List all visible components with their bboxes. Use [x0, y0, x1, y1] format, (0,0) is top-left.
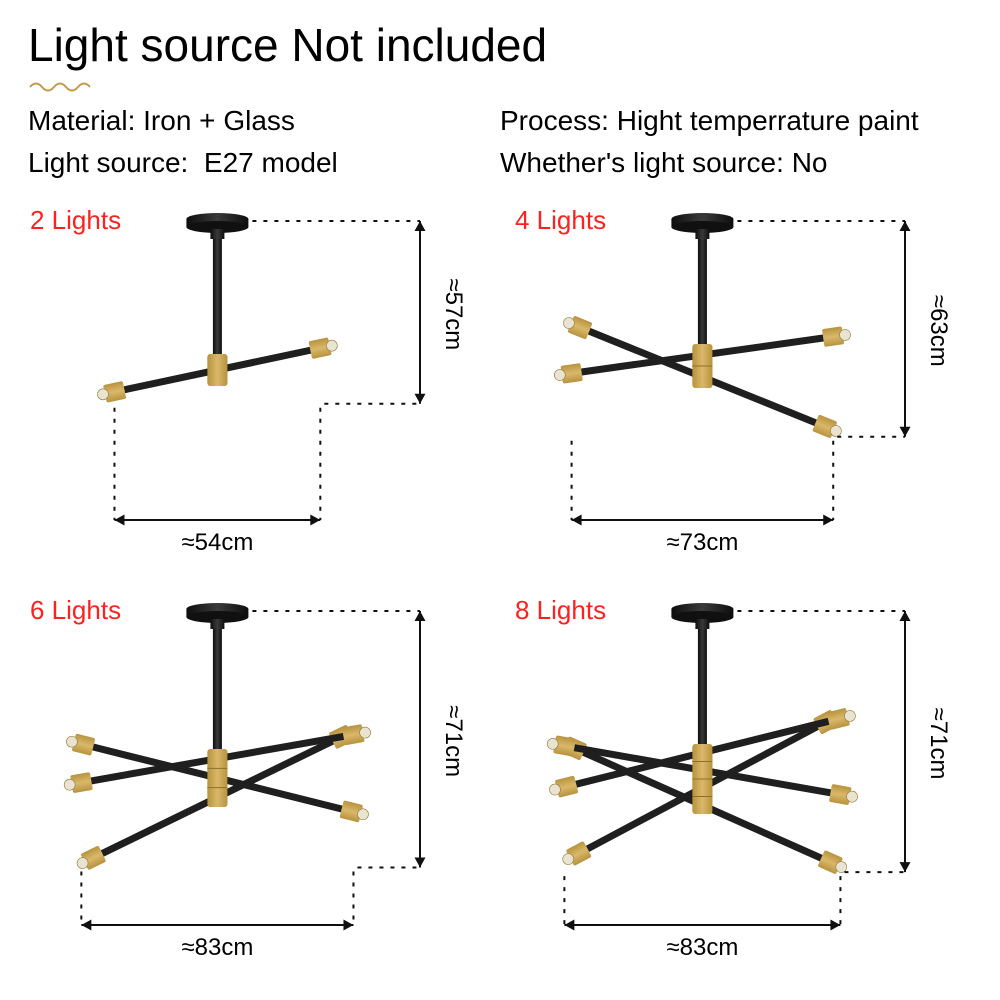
panel-6-lights: 6 Lights ≈71cm ≈83cm	[20, 585, 495, 980]
svg-text:≈73cm: ≈73cm	[666, 529, 738, 556]
spec-label: Light source:	[28, 147, 188, 178]
specs-col-right: Process: Hight temperrature paint Whethe…	[500, 100, 972, 184]
variant-label: 2 Lights	[30, 205, 121, 236]
spec-value: Iron + Glass	[143, 105, 295, 136]
panel-4-lights: 4 Lights ≈63cm ≈73cm	[505, 195, 980, 575]
variant-label: 6 Lights	[30, 595, 121, 626]
variant-label: 4 Lights	[515, 205, 606, 236]
svg-text:≈83cm: ≈83cm	[181, 934, 253, 961]
variant-figure: ≈71cm ≈83cm	[20, 585, 490, 980]
specs-block: Material: Iron + Glass Light source: E27…	[28, 100, 972, 184]
variants-grid: 2 Lights ≈57cm≈54cm 4 Lights ≈63cm≈73cm …	[0, 195, 1000, 980]
spec-value: E27 model	[204, 147, 338, 178]
svg-text:≈57cm: ≈57cm	[440, 278, 467, 350]
spec-value: No	[792, 147, 828, 178]
spec-row: Whether's light source: No	[500, 142, 972, 184]
spec-label: Process:	[500, 105, 609, 136]
spec-label: Whether's light source:	[500, 147, 784, 178]
variant-label: 8 Lights	[515, 595, 606, 626]
variant-figure: ≈57cm ≈54cm	[20, 195, 490, 575]
panel-8-lights: 8 Lights ≈71cm ≈83cm	[505, 585, 980, 980]
panel-2-lights: 2 Lights ≈57cm ≈54cm	[20, 195, 495, 575]
spec-row: Process: Hight temperrature paint	[500, 100, 972, 142]
spec-row: Light source: E27 model	[28, 142, 500, 184]
spec-value: Hight temperrature paint	[617, 105, 919, 136]
svg-text:≈71cm: ≈71cm	[925, 708, 952, 780]
spec-row: Material: Iron + Glass	[28, 100, 500, 142]
spec-label: Material:	[28, 105, 135, 136]
page-title: Light source Not included	[28, 18, 547, 72]
svg-text:≈71cm: ≈71cm	[440, 705, 467, 777]
variant-figure: ≈71cm ≈83cm	[505, 585, 975, 980]
svg-text:≈54cm: ≈54cm	[181, 529, 253, 556]
specs-col-left: Material: Iron + Glass Light source: E27…	[28, 100, 500, 184]
squiggle-decoration	[28, 78, 92, 92]
variant-figure: ≈63cm ≈73cm	[505, 195, 975, 575]
svg-text:≈83cm: ≈83cm	[666, 934, 738, 961]
svg-text:≈63cm: ≈63cm	[925, 295, 952, 367]
